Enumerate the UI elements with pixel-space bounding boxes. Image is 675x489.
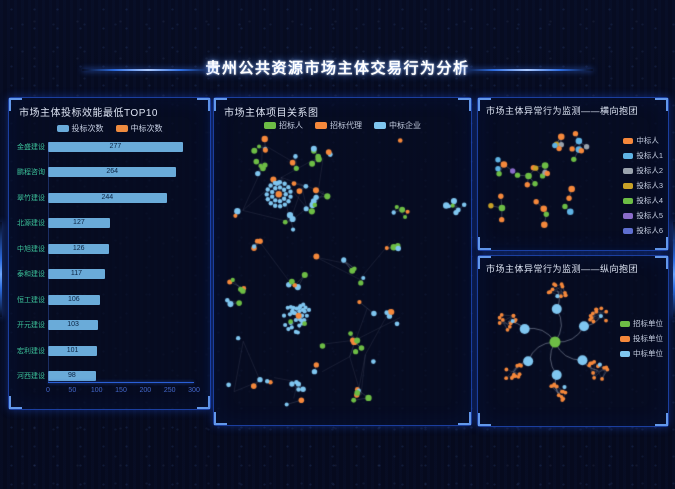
legend-swatch — [264, 122, 276, 129]
bar: 98 — [48, 370, 96, 381]
bar-value-label: 126 — [72, 244, 85, 252]
bar-category-label: 河西建设 — [17, 372, 45, 380]
panel-horizontal-collusion: 市场主体异常行为监测——横向抱团 中标人投标人1投标人2投标人3投标人4投标人5… — [477, 97, 669, 251]
bar-row: 开元建设 103 — [15, 320, 194, 331]
bar-value-label: 127 — [73, 219, 85, 227]
panel-title: 市场主体投标效能最低TOP10 — [19, 108, 158, 119]
legend-swatch — [115, 125, 128, 132]
panel-title: 市场主体项目关系图 — [224, 108, 319, 119]
legend-label: 中标企业 — [389, 121, 421, 130]
bar-track: 101 — [48, 345, 194, 356]
legend-label: 招标人 — [279, 121, 303, 130]
bar-track: 98 — [48, 370, 194, 381]
legend-item-2[interactable]: 中标企业 — [374, 120, 421, 131]
bar-category-label: 翠竹建设 — [17, 194, 45, 202]
bar-row: 河西建设 98 — [15, 370, 194, 381]
bar: 117 — [48, 269, 105, 280]
legend-item-1[interactable]: 中标次数 — [115, 123, 163, 134]
project-network-canvas[interactable] — [215, 134, 470, 421]
title-decoration-line-left — [82, 69, 214, 71]
bar-value-label: 264 — [106, 168, 119, 176]
bar-value-label: 103 — [67, 321, 79, 329]
bar-row: 翠竹建设 244 — [15, 192, 194, 203]
legend-swatch — [374, 122, 386, 129]
bar-chart-legend: 投标次数 中标次数 — [9, 123, 210, 134]
bar-value-label: 106 — [67, 295, 80, 303]
bar: 244 — [48, 192, 167, 203]
bar-category-label: 中旭建设 — [17, 245, 45, 253]
x-axis-tick-label: 200 — [139, 387, 152, 394]
x-axis-tick-label: 0 — [46, 387, 50, 394]
bar-track: 244 — [48, 192, 194, 203]
screen-edge-glow-right — [673, 222, 675, 317]
bar: 264 — [48, 167, 177, 178]
bar: 101 — [48, 345, 98, 356]
bar: 103 — [48, 320, 99, 331]
bar-row: 北源建设 127 — [15, 218, 194, 229]
bar: 126 — [48, 243, 110, 254]
x-axis-tick-label: 150 — [115, 387, 127, 394]
panel-bidding-efficiency-top10: 市场主体投标效能最低TOP10 投标次数 中标次数 金盛建设 277 鹏程咨询 264 翠… — [8, 97, 211, 410]
bar-row: 泰和建设 117 — [15, 269, 194, 280]
bar-value-label: 244 — [101, 193, 114, 201]
bar: 127 — [48, 218, 110, 229]
bar-track: 277 — [48, 142, 194, 152]
bar-row: 金盛建设 277 — [15, 142, 194, 152]
bar-row: 恒工建设 106 — [15, 294, 194, 305]
legend-swatch — [56, 125, 69, 132]
bar-category-label: 泰和建设 — [17, 271, 45, 279]
legend-label: 招标代理 — [330, 121, 362, 130]
bar-track: 126 — [48, 243, 194, 254]
x-axis-tick-label: 50 — [68, 387, 77, 394]
y-axis-line — [48, 142, 49, 382]
dashboard-title: 贵州公共资源市场主体交易行为分析 — [205, 60, 470, 77]
x-axis-tick-label: 250 — [163, 387, 176, 394]
bar: 277 — [48, 142, 183, 152]
bar-value-label: 277 — [109, 143, 122, 150]
legend-item-0[interactable]: 招标人 — [264, 120, 303, 131]
x-axis-tick-label: 100 — [90, 387, 103, 394]
x-axis-ticks: 0 50 100 150 200 250 300 — [46, 387, 200, 397]
bar-row: 鹏程咨询 264 — [15, 167, 194, 178]
panel-title: 市场主体异常行为监测——横向抱团 — [486, 106, 639, 116]
bar: 106 — [48, 294, 100, 305]
x-axis-line — [48, 382, 194, 383]
bar-category-label: 北源建设 — [17, 220, 45, 228]
panel-title: 市场主体异常行为监测——纵向抱团 — [486, 264, 639, 274]
bar-track: 117 — [48, 269, 194, 280]
bar-chart-plot: 金盛建设 277 鹏程咨询 264 翠竹建设 244 北源建设 127 中旭建设 126 泰和建设 1… — [15, 142, 194, 381]
bar-category-label: 宏利建设 — [17, 347, 45, 355]
bar-track: 264 — [48, 167, 194, 178]
bar-value-label: 117 — [70, 270, 83, 278]
legend-label: 中标次数 — [130, 124, 163, 133]
bar-row: 中旭建设 126 — [15, 243, 194, 254]
vertical-collusion-canvas[interactable] — [479, 276, 667, 424]
horizontal-collusion-canvas[interactable] — [479, 122, 667, 248]
legend-swatch — [315, 122, 327, 129]
network-legend: 招标人 招标代理 中标企业 — [214, 120, 471, 131]
bar-value-label: 101 — [66, 346, 79, 354]
legend-item-1[interactable]: 招标代理 — [315, 120, 362, 131]
bar-row: 宏利建设 101 — [15, 345, 194, 356]
bar-track: 127 — [48, 218, 194, 229]
panel-project-relationship-network: 市场主体项目关系图 招标人 招标代理 中标企业 — [213, 97, 472, 426]
legend-label: 投标次数 — [71, 124, 104, 133]
bar-track: 106 — [48, 294, 194, 305]
bar-category-label: 金盛建设 — [17, 144, 45, 151]
legend-item-0[interactable]: 投标次数 — [56, 123, 104, 134]
bar-category-label: 恒工建设 — [17, 296, 45, 304]
panel-vertical-collusion: 市场主体异常行为监测——纵向抱团 招标单位投标单位中标单位 — [477, 255, 669, 427]
bar-category-label: 鹏程咨询 — [17, 169, 45, 177]
bar-value-label: 98 — [67, 371, 76, 379]
bar-track: 103 — [48, 320, 194, 331]
screen-edge-glow-left — [0, 222, 2, 317]
title-decoration-line-right — [461, 69, 593, 71]
bar-category-label: 开元建设 — [17, 322, 45, 330]
x-axis-tick-label: 300 — [188, 387, 200, 394]
